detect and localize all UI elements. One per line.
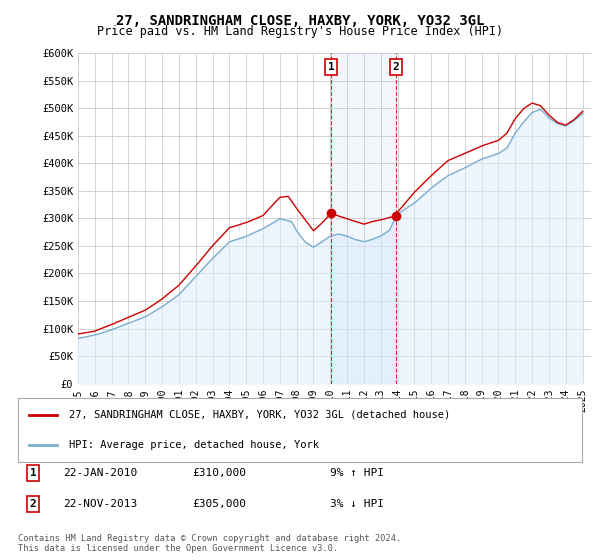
Text: HPI: Average price, detached house, York: HPI: Average price, detached house, York — [69, 440, 319, 450]
Text: Price paid vs. HM Land Registry's House Price Index (HPI): Price paid vs. HM Land Registry's House … — [97, 25, 503, 38]
Text: £310,000: £310,000 — [192, 468, 246, 478]
Bar — [331, 53, 396, 384]
Text: £305,000: £305,000 — [192, 499, 246, 509]
Text: 3% ↓ HPI: 3% ↓ HPI — [330, 499, 384, 509]
Text: Contains HM Land Registry data © Crown copyright and database right 2024.
This d: Contains HM Land Registry data © Crown c… — [18, 534, 401, 553]
Text: 22-NOV-2013: 22-NOV-2013 — [63, 499, 137, 509]
Text: 27, SANDRINGHAM CLOSE, HAXBY, YORK, YO32 3GL (detached house): 27, SANDRINGHAM CLOSE, HAXBY, YORK, YO32… — [69, 410, 450, 420]
Text: 22-JAN-2010: 22-JAN-2010 — [63, 468, 137, 478]
Text: 2: 2 — [392, 62, 399, 72]
Text: 1: 1 — [328, 62, 335, 72]
Text: 9% ↑ HPI: 9% ↑ HPI — [330, 468, 384, 478]
Text: 1: 1 — [29, 468, 37, 478]
Text: 27, SANDRINGHAM CLOSE, HAXBY, YORK, YO32 3GL: 27, SANDRINGHAM CLOSE, HAXBY, YORK, YO32… — [116, 14, 484, 28]
Text: 2: 2 — [29, 499, 37, 509]
